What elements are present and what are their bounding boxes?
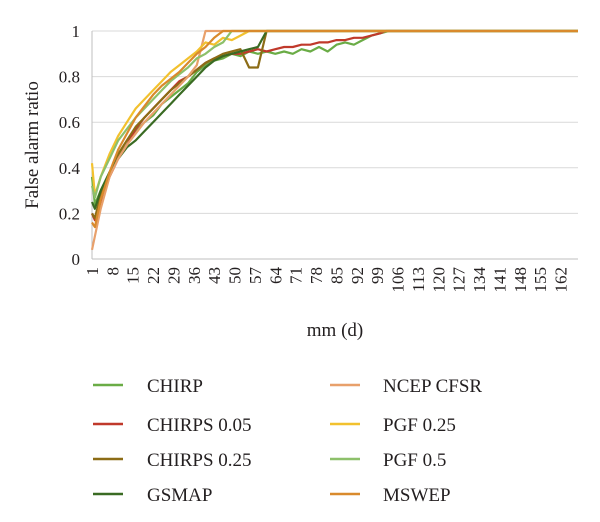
legend-label: CHIRPS 0.05 [147, 415, 252, 436]
legend-item: MSWEP [330, 485, 451, 506]
x-tick-labels: 1 8 15 22 29 36 43 50 57 64 71 78 85 92 99 106 113 120 127… [83, 266, 571, 292]
legend-item: PGF 0.5 [330, 450, 446, 471]
x-tick-label: 57 [246, 267, 265, 285]
legend-label: MSWEP [383, 485, 451, 506]
x-tick-label: 134 [470, 267, 489, 293]
x-tick-label: 148 [511, 267, 530, 293]
legend-item: NCEP CFSR [330, 376, 482, 397]
x-tick-label: 120 [429, 267, 448, 293]
x-tick-label: 36 [185, 267, 204, 284]
x-tick-label: 71 [287, 267, 306, 284]
legend-label: CHIRPS 0.25 [147, 450, 252, 471]
y-tick-label: 0.8 [59, 68, 80, 87]
series-layer [90, 29, 578, 251]
axes [91, 31, 578, 260]
y-tick-label: 0.6 [59, 113, 80, 132]
x-tick-label: 22 [144, 267, 163, 284]
legend-item: PGF 0.25 [330, 415, 456, 436]
y-tick-label: 1 [72, 22, 81, 41]
x-tick-label: 78 [307, 267, 326, 284]
x-tick-label: 162 [552, 267, 571, 293]
legend-item: GSMAP [93, 485, 212, 506]
grid [92, 30, 578, 214]
x-tick-label: 1 [83, 267, 102, 276]
series-line-ncep-cfsr [90, 29, 578, 251]
y-tick-label: 0.4 [59, 159, 81, 178]
x-tick-label: 64 [266, 266, 285, 284]
x-tick-label: 29 [165, 267, 184, 284]
y-tick-label: 0.2 [59, 204, 80, 223]
x-tick-label: 50 [226, 267, 245, 284]
x-tick-label: 92 [348, 267, 367, 284]
series-line-chirps-0-25 [91, 29, 578, 220]
x-tick-label: 99 [368, 267, 387, 284]
x-axis-title: mm (d) [307, 320, 363, 341]
x-tick-label: 113 [409, 267, 428, 292]
legend-item: CHIRP [93, 376, 203, 397]
legend: CHIRP CHIRPS 0.05 CHIRPS 0.25 GSMAP NCEP CFS… [93, 376, 482, 506]
x-tick-label: 8 [103, 267, 122, 276]
x-tick-label: 127 [450, 267, 469, 293]
x-tick-label: 85 [328, 267, 347, 284]
series-line-chirps-0-05 [90, 29, 578, 222]
series-line-mswep [91, 29, 578, 229]
x-tick-label: 43 [205, 267, 224, 284]
legend-label: CHIRP [147, 376, 203, 397]
legend-item: CHIRPS 0.05 [93, 415, 252, 436]
y-tick-label: 0 [72, 250, 81, 269]
legend-label: NCEP CFSR [383, 376, 482, 397]
series-line-pgf-0-25 [90, 29, 578, 197]
x-tick-label: 141 [490, 267, 509, 293]
series-line-chirp [90, 29, 578, 206]
x-tick-label: 106 [389, 267, 408, 293]
legend-label: PGF 0.5 [383, 450, 446, 471]
x-tick-label: 155 [531, 267, 550, 293]
y-tick-labels: 0 0.2 0.4 0.6 0.8 1 [59, 22, 81, 269]
legend-label: PGF 0.25 [383, 415, 456, 436]
series-line-pgf-0-5 [90, 29, 578, 199]
y-axis-title: False alarm ratio [22, 81, 43, 209]
x-tick-label: 15 [124, 267, 143, 284]
legend-label: GSMAP [147, 485, 212, 506]
legend-item: CHIRPS 0.25 [93, 450, 252, 471]
series-line-gsmap [90, 29, 578, 210]
